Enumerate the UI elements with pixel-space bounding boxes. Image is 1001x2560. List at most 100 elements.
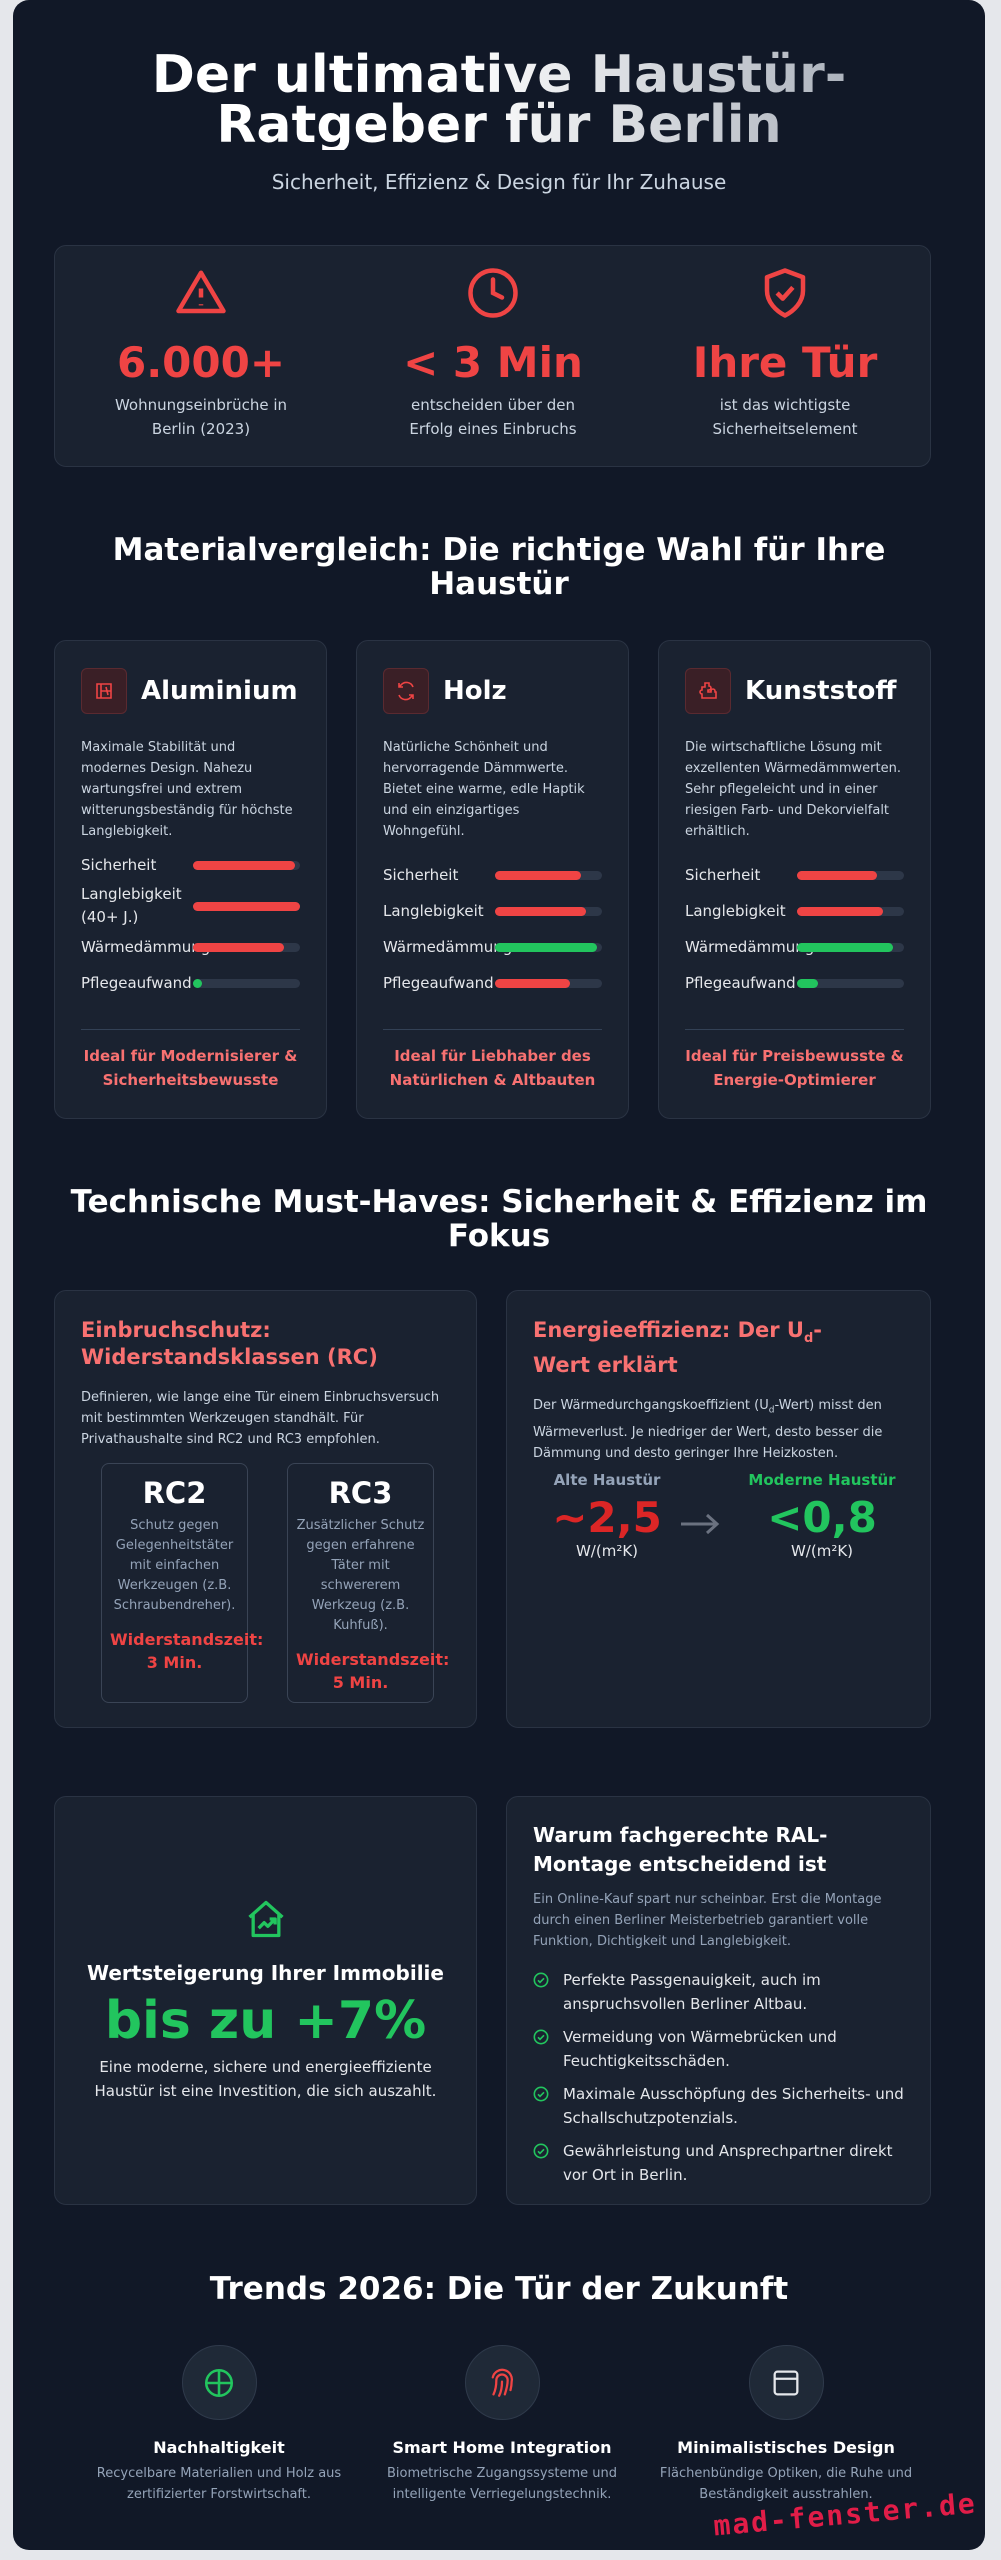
title-sub: d — [803, 1331, 814, 1347]
card-text: Definieren, wie lange eine Tür einem Ein… — [81, 1390, 440, 1447]
rating-bar — [495, 978, 570, 988]
arrow — [681, 1513, 720, 1535]
trend-name: Nachhaltigkeit — [153, 2438, 285, 2457]
rc-time: Widerstandszeit: 5 Min. — [296, 1650, 450, 1692]
rating-track — [797, 870, 904, 880]
divider — [383, 1029, 602, 1030]
value: <0,8 — [767, 1493, 877, 1542]
trend-text: Recycelbare Materialien und Holz aus zer… — [96, 2466, 342, 2502]
unit: W/(m²K) — [575, 1542, 639, 1560]
material-card: Aluminium Maximale Stabilität und moderne… — [54, 640, 327, 1119]
stat-value: 6.000+ — [116, 338, 286, 387]
rc-text: Zusätzlicher Schutz gegen erfahrene Täte… — [296, 1518, 425, 1633]
rating-track — [193, 860, 300, 870]
globe-icon — [204, 2368, 234, 2397]
montage-title: Warum fachgerechte RAL-Montage entscheid… — [533, 1823, 828, 1876]
rating-track — [797, 978, 904, 988]
rating-row: Langlebigkeit — [383, 893, 602, 929]
rating-track — [495, 978, 602, 988]
montage-card: Warum fachgerechte RAL-Montage entscheid… — [506, 1796, 931, 2205]
rating-label: Langlebigkeit — [383, 901, 484, 920]
label: Alte Haustür — [553, 1471, 661, 1489]
rating-label: Wärmedämmung — [383, 937, 513, 956]
text-part: -Wert) misst den Wärmeverlust. Je niedri… — [533, 1398, 883, 1461]
list-item: Perfekte Passgenauigkeit, auch im anspru… — [533, 1968, 904, 2016]
trend: Minimalistisches Design Flächenbündige O… — [641, 2345, 931, 2505]
rc-name: RC3 — [328, 1476, 393, 1510]
unit: W/(m²K) — [790, 1542, 854, 1560]
window-icon — [773, 2370, 799, 2395]
old-door: Alte Haustür ~2,5 W/(m²K) — [507, 1471, 707, 1560]
rating-track — [495, 870, 602, 880]
rc-text: Schutz gegen Gelegenheitstäter mit einfa… — [113, 1518, 236, 1613]
rating-label: Sicherheit — [81, 855, 157, 874]
rating-bar — [193, 860, 295, 870]
stats-box: 6.000+ Wohnungseinbrüche in Berlin (2023… — [54, 245, 931, 467]
rating-row: Wärmedämmung — [685, 929, 904, 965]
card-header: Holz — [383, 667, 602, 715]
rating-row: Langlebigkeit (40+ J.) — [81, 883, 300, 929]
list-text: Gewährleistung und Ansprechpartner direk… — [563, 2142, 893, 2184]
text-sub: d — [768, 1405, 775, 1416]
rating-row: Pflegeaufwand — [383, 965, 602, 1001]
rating-row: Sicherheit — [383, 857, 602, 893]
divider — [81, 1029, 300, 1030]
card-title: Energieeffizienz: Der Ud-Wert erklärt — [533, 1317, 873, 1379]
rating-label: Sicherheit — [383, 865, 459, 884]
house-icon — [247, 1900, 284, 1938]
rc-box: RC3 Zusätzlicher Schutz gegen erfahrene … — [287, 1463, 450, 1703]
trend: Nachhaltigkeit Recycelbare Materialien u… — [74, 2345, 364, 2505]
stat-label: Wohnungseinbrüche in Berlin (2023) — [114, 396, 288, 438]
check-icon — [533, 1972, 549, 1988]
rating-bar — [193, 978, 202, 988]
rating-label: Pflegeaufwand — [685, 973, 796, 992]
icon — [96, 683, 112, 699]
card-header: Kunststoff — [685, 667, 904, 715]
icon-circle — [464, 2345, 540, 2420]
title-part: -Wert erklärt — [533, 1318, 823, 1378]
rating-label: Wärmedämmung — [685, 937, 815, 956]
rating-bar — [193, 901, 300, 911]
ratings: Sicherheit Langlebigkeit Wärmedämmung Pfleg… — [383, 857, 602, 1001]
text-part: Der Wärmedurchgangskoeffizient (U — [533, 1398, 769, 1414]
check-icon — [533, 2086, 549, 2102]
icon — [699, 682, 717, 699]
rating-row: Pflegeaufwand — [81, 965, 300, 1001]
material-name: Kunststoff — [745, 676, 897, 706]
rating-label: Langlebigkeit (40+ J.) — [81, 885, 182, 926]
rating-bar — [797, 942, 894, 952]
rating-track — [797, 942, 904, 952]
rating-label: Wärmedämmung — [81, 937, 211, 956]
list-text: Perfekte Passgenauigkeit, auch im anspru… — [563, 1971, 821, 2013]
trend-name: Smart Home Integration — [392, 2438, 612, 2457]
check-icon — [533, 2029, 549, 2045]
list-item: Maximale Ausschöpfung des Sicherheits- u… — [533, 2082, 904, 2130]
value-amount: bis zu +7% — [104, 1991, 427, 2051]
recommendation: Ideal für Liebhaber des Natürlichen & Al… — [389, 1047, 596, 1089]
stat: < 3 Min entscheiden über den Erfolg eine… — [347, 266, 639, 441]
rating-row: Langlebigkeit — [685, 893, 904, 929]
card-title: Einbruchschutz: Widerstandsklassen (RC) — [81, 1318, 378, 1369]
list-item: Vermeidung von Wärmebrücken und Feuchtig… — [533, 2025, 904, 2073]
subtitle: Sicherheit, Effizienz & Design für Ihr Z… — [271, 170, 727, 194]
recommendation: Ideal für Modernisierer & Sicherheitsbew… — [83, 1047, 298, 1089]
stat: 6.000+ Wohnungseinbrüche in Berlin (2023… — [55, 266, 347, 441]
value-text: Eine moderne, sichere und energieeffizie… — [94, 2058, 437, 2100]
new-door: Moderne Haustür <0,8 W/(m²K) — [722, 1471, 922, 1560]
montage-list: Perfekte Passgenauigkeit, auch im anspru… — [533, 1968, 904, 2187]
stat-label: entscheiden über den Erfolg eines Einbru… — [409, 396, 577, 438]
icon — [398, 681, 414, 701]
rating-row: Sicherheit — [81, 847, 300, 883]
rating-bar — [495, 870, 581, 880]
rating-row: Sicherheit — [685, 857, 904, 893]
header: Der ultimative Haustür-Ratgeber für Berl… — [73, 49, 925, 194]
rating-track — [495, 906, 602, 916]
material-card: Holz Natürliche Schönheit und hervorragen… — [356, 640, 629, 1119]
section-title: Trends 2026: Die Tür der Zukunft — [209, 2271, 789, 2307]
rating-bar — [495, 942, 597, 952]
rating-bar — [193, 942, 284, 952]
list-text: Maximale Ausschöpfung des Sicherheits- u… — [563, 2085, 904, 2127]
rating-track — [193, 978, 300, 988]
rating-track — [495, 942, 602, 952]
